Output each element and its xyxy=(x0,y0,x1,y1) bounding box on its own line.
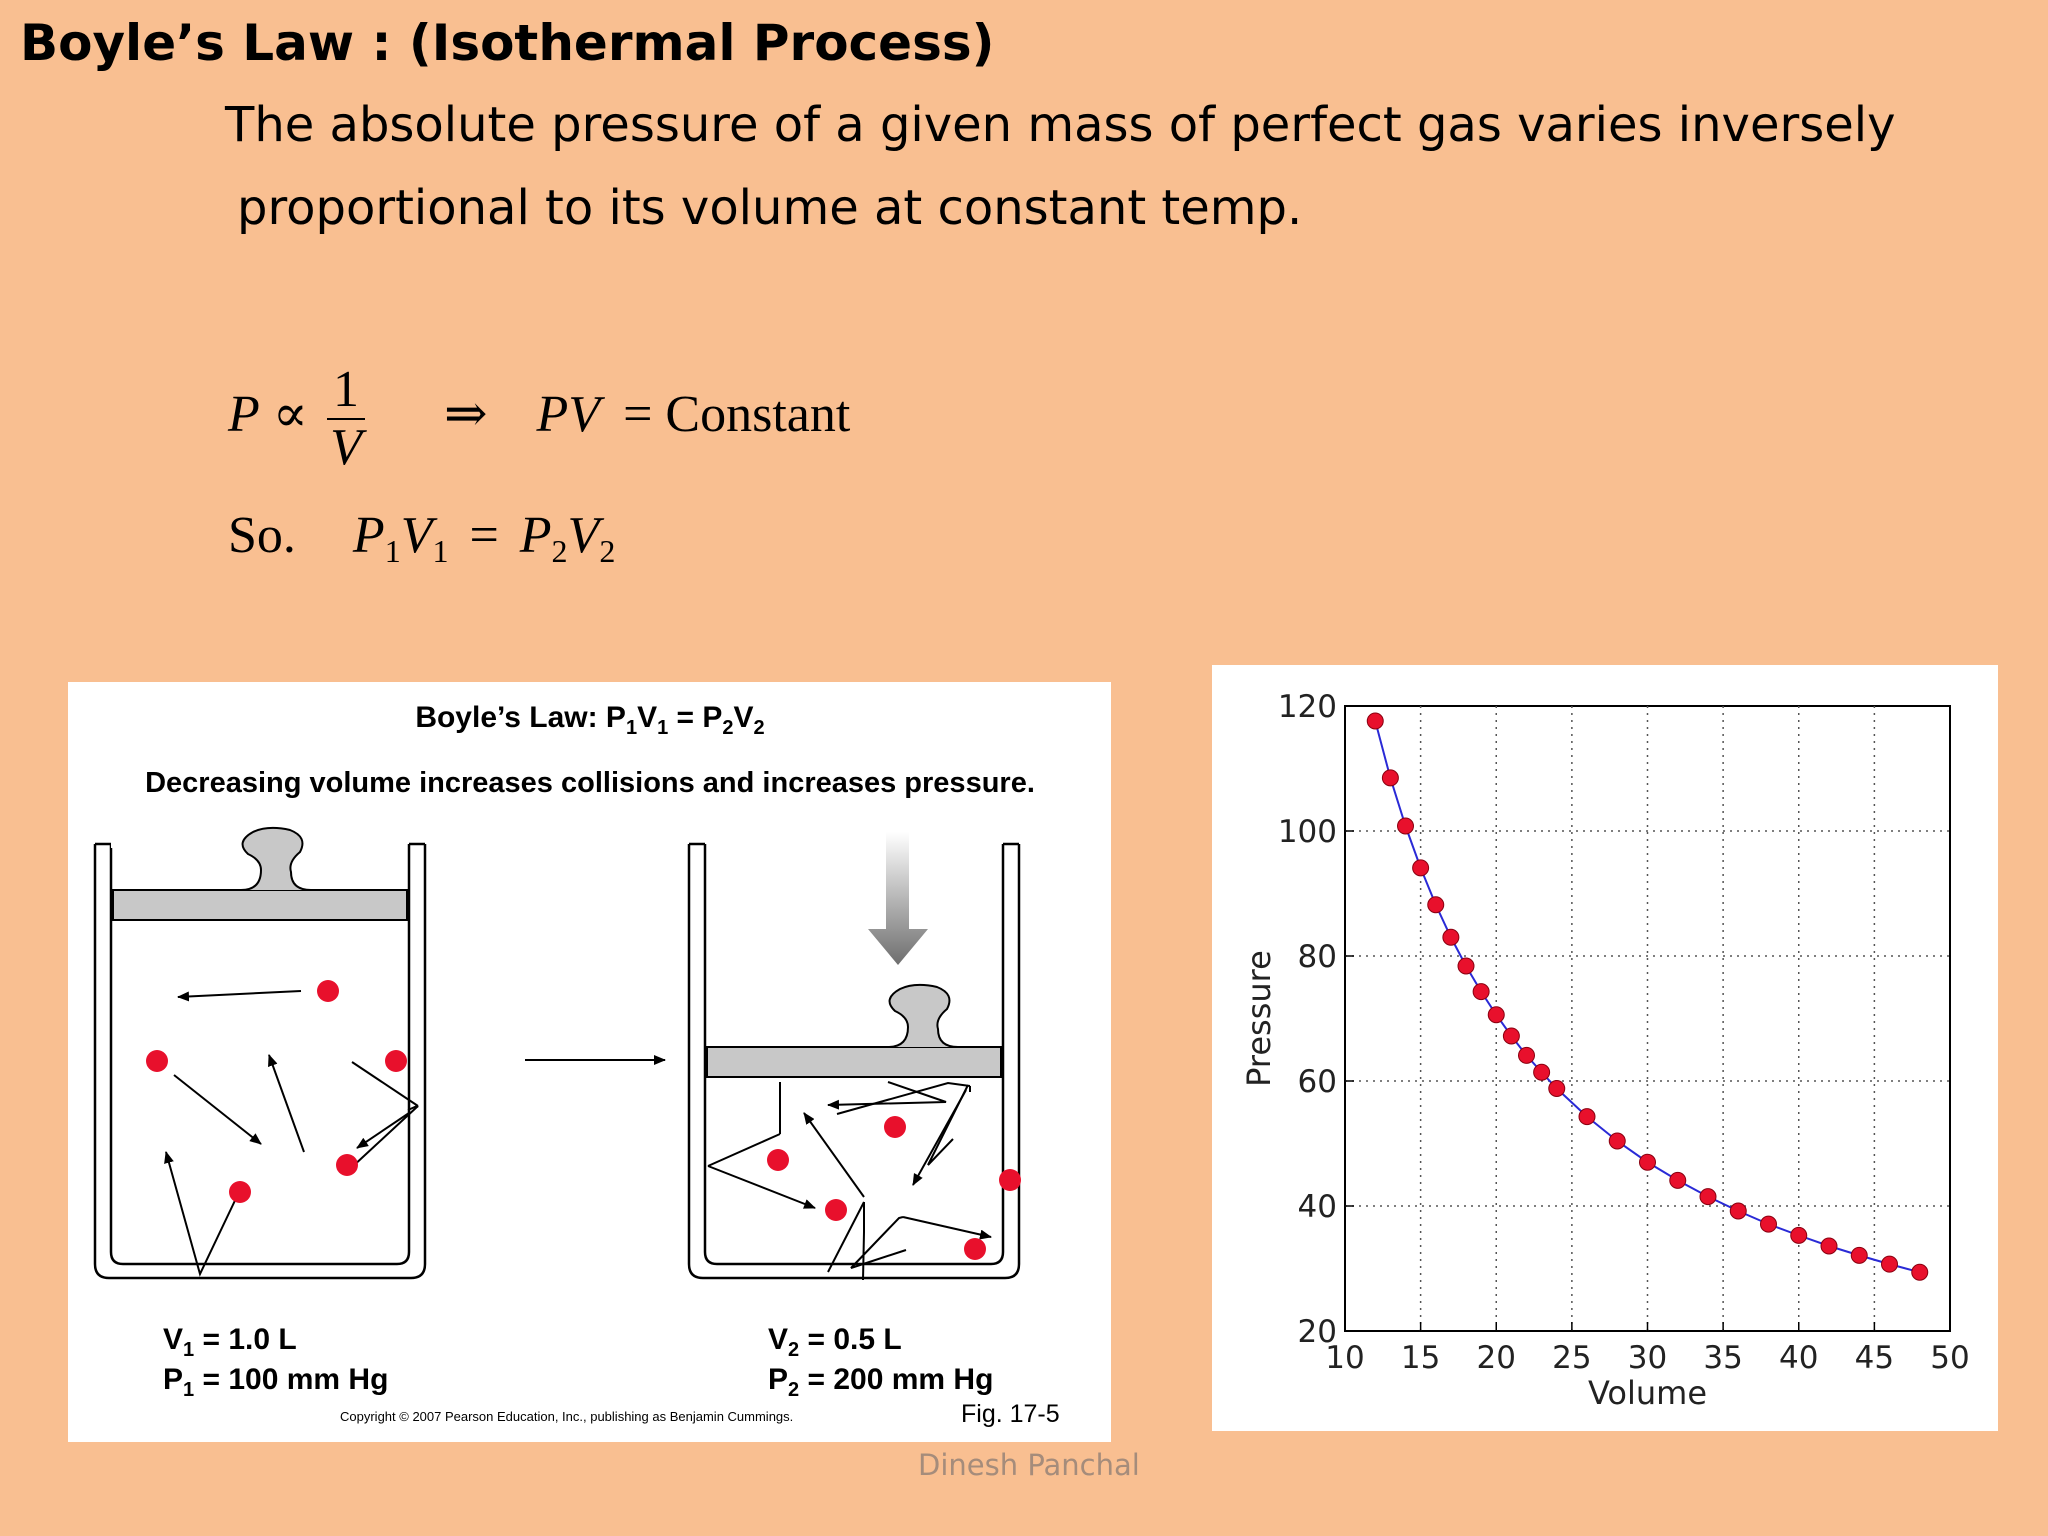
data-point xyxy=(1427,896,1445,914)
data-point xyxy=(1366,712,1384,730)
data-point xyxy=(1472,983,1490,1001)
molecule xyxy=(146,1050,168,1072)
y-axis-label: Pressure xyxy=(1240,950,1278,1087)
left-volume-label: V1 = 1.0 L xyxy=(163,1323,297,1361)
right-pressure-label: P2 = 200 mm Hg xyxy=(768,1363,993,1401)
description-line-1: The absolute pressure of a given mass of… xyxy=(225,97,1896,153)
y-tick-label: 120 xyxy=(1278,689,1337,725)
x-tick-label: 35 xyxy=(1703,1340,1742,1376)
molecule xyxy=(999,1169,1021,1191)
molecule xyxy=(336,1154,358,1176)
eq-p1: P xyxy=(352,507,385,564)
x-axis-label: Volume xyxy=(1588,1374,1707,1412)
plot-frame xyxy=(1344,705,1951,1332)
formula-constant: Constant xyxy=(665,385,851,443)
data-point xyxy=(1608,1132,1626,1150)
x-tick-label: 40 xyxy=(1779,1340,1818,1376)
data-point xyxy=(1790,1226,1808,1244)
boyles-law-illustration: Boyle’s Law: P1V1 = P2V2 Decreasing volu… xyxy=(68,682,1111,1442)
data-point xyxy=(1639,1153,1656,1171)
data-point xyxy=(1729,1202,1747,1220)
y-tick-label: 40 xyxy=(1298,1189,1337,1225)
data-point xyxy=(1381,769,1399,787)
so-label: So. xyxy=(228,507,296,564)
author-credit: Dinesh Panchal xyxy=(918,1448,1140,1482)
x-tick-label: 30 xyxy=(1628,1340,1667,1376)
data-point xyxy=(1881,1255,1898,1273)
x-tick-label: 20 xyxy=(1477,1340,1516,1376)
eq-equals: = xyxy=(469,507,499,564)
y-tick-label: 60 xyxy=(1298,1064,1337,1100)
right-piston-knob xyxy=(887,983,959,1048)
data-point xyxy=(1457,957,1475,975)
fraction-one-over-v: 1 V xyxy=(326,362,365,476)
data-point xyxy=(1397,817,1414,835)
left-container-outer xyxy=(93,844,427,1280)
right-container-outer xyxy=(687,844,1021,1280)
description-line-2: proportional to its volume at constant t… xyxy=(237,180,1303,236)
data-point xyxy=(1487,1006,1505,1024)
data-point xyxy=(1760,1215,1777,1233)
copyright-notice: Copyright © 2007 Pearson Education, Inc.… xyxy=(340,1409,793,1424)
boyle-equation: So. P1V1 = P2V2 xyxy=(228,506,615,570)
illustration-title: Boyle’s Law: P1V1 = P2V2 xyxy=(415,701,764,739)
left-piston xyxy=(112,889,408,921)
molecule xyxy=(767,1149,789,1171)
data-point xyxy=(1820,1237,1838,1255)
slide-title: Boyle’s Law : (Isothermal Process) xyxy=(20,14,995,72)
compression-arrow-icon xyxy=(868,832,928,965)
fraction-denominator: V xyxy=(330,419,362,476)
eq-v1-sub: 1 xyxy=(432,533,449,569)
eq-p2: P xyxy=(519,507,552,564)
molecule xyxy=(884,1116,906,1138)
x-tick-label: 25 xyxy=(1552,1340,1591,1376)
data-point xyxy=(1502,1027,1520,1045)
molecule xyxy=(229,1181,251,1203)
chart-ticks: 10 15 20 25 30 35 40 45 50 20 40 60 80 100 120 xyxy=(1278,689,1970,1376)
formula-p: P xyxy=(228,385,260,443)
x-tick-label: 15 xyxy=(1401,1340,1440,1376)
eq-v2-sub: 2 xyxy=(599,533,616,569)
data-point xyxy=(1518,1046,1535,1064)
data-point xyxy=(1548,1080,1566,1097)
eq-v2: V xyxy=(567,507,600,564)
data-point xyxy=(1850,1246,1868,1264)
data-point xyxy=(1699,1188,1717,1206)
chart-grid xyxy=(1345,706,1950,1331)
figure-label: Fig. 17-5 xyxy=(961,1400,1060,1428)
left-container-inner xyxy=(109,844,411,1266)
molecule xyxy=(317,980,339,1002)
eq-p2-sub: 2 xyxy=(551,533,568,569)
eq-p1-sub: 1 xyxy=(384,533,401,569)
implies-symbol: ⇒ xyxy=(443,385,488,443)
proportionality-formula: P ∝ 1 V ⇒ PV = Constant xyxy=(228,362,850,476)
x-tick-label: 10 xyxy=(1325,1340,1364,1376)
right-piston xyxy=(706,1046,1002,1078)
molecule xyxy=(385,1050,407,1072)
formula-pv: PV xyxy=(536,385,601,443)
y-tick-label: 80 xyxy=(1298,939,1337,975)
molecule xyxy=(964,1238,986,1260)
y-tick-label: 100 xyxy=(1278,814,1337,850)
data-point xyxy=(1412,859,1430,877)
chart-points xyxy=(1366,712,1929,1281)
left-pressure-label: P1 = 100 mm Hg xyxy=(163,1363,388,1401)
left-piston-knob xyxy=(240,826,312,891)
molecule xyxy=(825,1199,847,1221)
illustration-subtitle: Decreasing volume increases collisions a… xyxy=(145,767,1035,799)
proportional-symbol: ∝ xyxy=(272,385,308,443)
data-point xyxy=(1911,1263,1929,1281)
eq-v1: V xyxy=(400,507,433,564)
data-point xyxy=(1533,1063,1551,1081)
pressure-volume-chart: 10 15 20 25 30 35 40 45 50 20 40 60 80 100 120 Volume … xyxy=(1212,665,1998,1431)
right-volume-label: V2 = 0.5 L xyxy=(768,1323,902,1361)
fraction-numerator: 1 xyxy=(326,362,365,420)
y-tick-label: 20 xyxy=(1298,1314,1337,1350)
data-point xyxy=(1578,1108,1596,1126)
x-tick-label: 45 xyxy=(1855,1340,1894,1376)
data-point xyxy=(1442,928,1460,946)
data-point xyxy=(1669,1171,1687,1189)
formula-equals: = xyxy=(623,385,653,443)
x-tick-label: 50 xyxy=(1930,1340,1969,1376)
